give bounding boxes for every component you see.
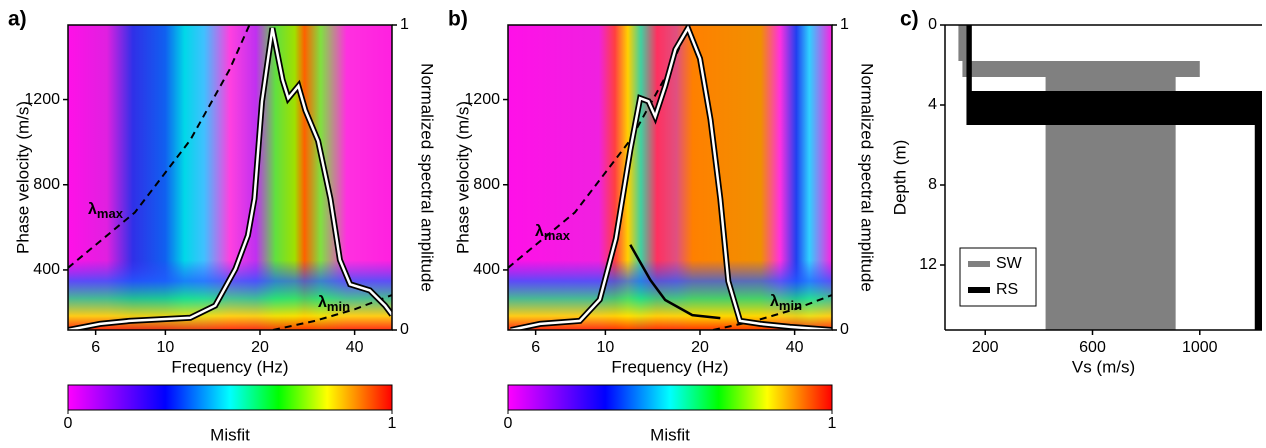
- x-tick-label: 40: [346, 339, 364, 356]
- wavelength-label: λmin: [318, 294, 350, 314]
- x-tick-label: 600: [1079, 339, 1106, 356]
- wavelength-label: λmax: [88, 201, 124, 221]
- panel-label: b): [448, 8, 468, 31]
- colorbar-tick-label: 1: [828, 415, 837, 432]
- x-tick-label: 40: [786, 339, 804, 356]
- y-tick-label: 800: [473, 176, 500, 193]
- colorbar: [507, 384, 833, 411]
- wavelength-subscript: max: [97, 206, 124, 221]
- panel-label: c): [900, 8, 919, 31]
- y2-axis-label: Normalized spectral amplitude: [858, 63, 877, 292]
- plot-frame: [507, 24, 833, 331]
- y-tick-label: 400: [33, 261, 60, 278]
- y-tick-label: 1200: [464, 91, 500, 108]
- y-tick-label: 8: [928, 176, 937, 193]
- x-tick-label: 20: [251, 339, 269, 356]
- heatmap-plot: [508, 25, 832, 330]
- x-tick-label: 10: [596, 339, 614, 356]
- velocity-layer: [966, 25, 972, 91]
- spectrum-line: [510, 25, 832, 330]
- y-axis-label: Phase velocity (m/s): [13, 101, 32, 254]
- wavelength-symbol: λ: [770, 293, 779, 310]
- velocity-layer: [1254, 125, 1262, 330]
- colorbar-tick-label: 0: [64, 415, 73, 432]
- misfit-map-floor: [508, 260, 832, 330]
- wavelength-limit: [272, 294, 392, 330]
- colorbar-label: Misfit: [210, 425, 250, 444]
- wavelength-subscript: min: [779, 298, 802, 313]
- x-tick-label: 10: [156, 339, 174, 356]
- y-tick-label: 12: [919, 256, 937, 273]
- y-tick-label: 800: [33, 176, 60, 193]
- wavelength-symbol: λ: [318, 294, 327, 311]
- wavelength-symbol: λ: [535, 223, 544, 240]
- velocity-layer: [966, 91, 1262, 125]
- x-axis-label: Frequency (Hz): [611, 357, 728, 376]
- y-tick-label: 400: [473, 261, 500, 278]
- misfit-map-floor: [68, 260, 392, 330]
- x-tick-label: 6: [531, 339, 540, 356]
- legend-label: RS: [996, 281, 1018, 298]
- y-tick-label: 4: [928, 96, 937, 113]
- wavelength-subscript: max: [544, 228, 571, 243]
- y-axis-label: Phase velocity (m/s): [453, 101, 472, 254]
- x-tick-label: 1000: [1182, 339, 1218, 356]
- wavelength-symbol: λ: [88, 201, 97, 218]
- wavelength-label: λmin: [770, 293, 802, 313]
- y2-tick-label: 0: [400, 321, 409, 338]
- y2-tick-label: 1: [840, 16, 849, 33]
- x-tick-label: 20: [691, 339, 709, 356]
- y2-tick-label: 0: [840, 321, 849, 338]
- x-axis-label: Frequency (Hz): [171, 357, 288, 376]
- x-tick-label: 6: [91, 339, 100, 356]
- wavelength-subscript: min: [327, 299, 350, 314]
- dispersion-curve: [629, 244, 721, 320]
- colorbar-tick-label: 1: [388, 415, 397, 432]
- colorbar: [67, 384, 393, 411]
- colorbar-tick-label: 0: [504, 415, 513, 432]
- x-tick-label: 200: [972, 339, 999, 356]
- y-tick-label: 1200: [24, 91, 60, 108]
- wavelength-limit: [712, 294, 832, 330]
- legend-box: [959, 247, 1037, 307]
- velocity-layer: [958, 25, 968, 61]
- y2-tick-label: 1: [400, 16, 409, 33]
- spectrum-line: [68, 27, 392, 330]
- panel-label: a): [8, 8, 27, 31]
- x-axis-label: Vs (m/s): [1072, 357, 1135, 376]
- heatmap-plot: [68, 25, 392, 330]
- wavelength-label: λmax: [535, 223, 571, 243]
- legend-label: SW: [996, 255, 1023, 272]
- y-tick-label: 0: [928, 16, 937, 33]
- profile-plot: [958, 25, 1262, 330]
- y-axis-label: Depth (m): [890, 140, 909, 216]
- velocity-layer: [962, 61, 1200, 77]
- y2-axis-label: Normalized spectral amplitude: [418, 63, 437, 292]
- plot-frame: [67, 24, 393, 331]
- colorbar-label: Misfit: [650, 425, 690, 444]
